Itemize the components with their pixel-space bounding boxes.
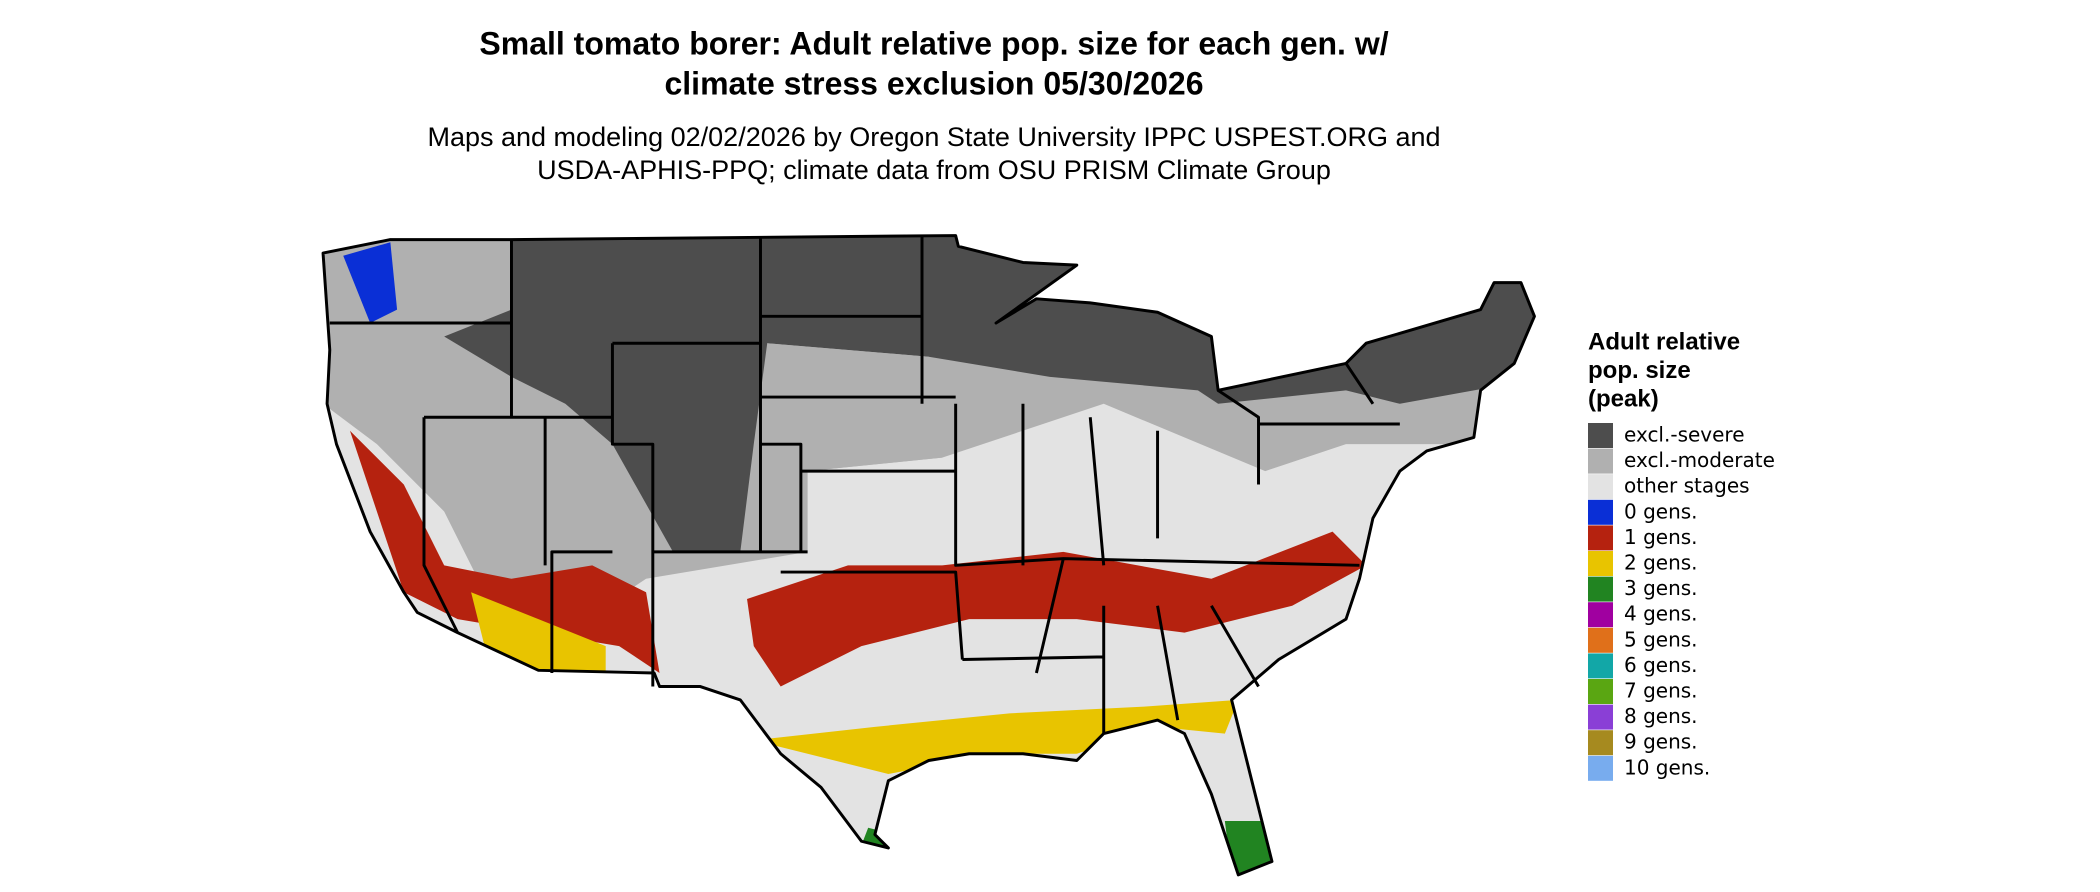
legend-label: 8 gens. xyxy=(1624,704,1698,728)
legend-title: pop. size xyxy=(1588,357,1691,384)
legend-label: 9 gens. xyxy=(1624,730,1698,754)
legend-label: excl.-severe xyxy=(1624,423,1745,447)
legend-title: Adult relative xyxy=(1588,328,1740,355)
state-boundaries xyxy=(321,234,1536,877)
legend-label: 4 gens. xyxy=(1624,602,1698,626)
region-two-gen xyxy=(753,699,1239,774)
legend-swatch xyxy=(1588,627,1613,653)
legend-label: excl.-moderate xyxy=(1624,448,1775,472)
us-map xyxy=(321,234,1536,877)
legend-swatch xyxy=(1588,576,1613,602)
title-line: climate stress exclusion 05/30/2026 xyxy=(664,65,1203,101)
legend-swatch xyxy=(1588,474,1613,500)
region-one-gen xyxy=(349,430,660,673)
title-line: Small tomato borer: Adult relative pop. … xyxy=(479,25,1388,61)
legend-label: 6 gens. xyxy=(1624,653,1698,677)
region-zero-gen xyxy=(343,242,398,324)
region-one-gen xyxy=(747,531,1367,687)
legend-swatch xyxy=(1588,704,1613,730)
subtitle-line: Maps and modeling 02/02/2026 by Oregon S… xyxy=(427,122,1440,152)
legend-label: 2 gens. xyxy=(1624,551,1698,575)
legend-title: (peak) xyxy=(1588,385,1659,412)
legend-swatch xyxy=(1588,525,1613,551)
legend-label: other stages xyxy=(1624,474,1750,498)
region-two-gen xyxy=(471,592,606,687)
region-three-gen xyxy=(1224,821,1272,875)
legend-label: 1 gens. xyxy=(1624,525,1698,549)
subtitle-line: USDA-APHIS-PPQ; climate data from OSU PR… xyxy=(537,155,1331,185)
legend-label: 3 gens. xyxy=(1624,576,1698,600)
legend-swatch xyxy=(1588,499,1613,525)
us-outline xyxy=(321,234,1536,877)
legend-swatch xyxy=(1588,602,1613,628)
legend-label: 7 gens. xyxy=(1624,679,1698,703)
legend-swatch xyxy=(1588,423,1613,448)
legend-label: 5 gens. xyxy=(1624,627,1698,651)
legend-swatch xyxy=(1588,653,1613,679)
region-moderate xyxy=(767,343,943,472)
legend-label: 10 gens. xyxy=(1624,755,1710,779)
legend-swatch xyxy=(1588,755,1613,781)
legend-swatch xyxy=(1588,679,1613,704)
legend-swatch xyxy=(1588,551,1613,576)
legend-swatch xyxy=(1588,448,1613,474)
legend-label: 0 gens. xyxy=(1624,499,1698,523)
legend-swatch xyxy=(1588,730,1613,756)
